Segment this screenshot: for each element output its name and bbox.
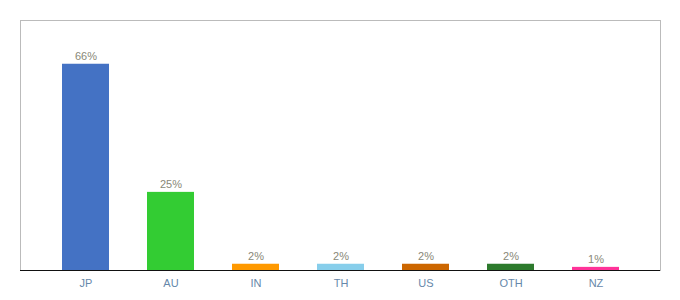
svg-text:JP: JP [80,277,93,289]
svg-text:2%: 2% [418,250,434,262]
svg-text:1%: 1% [588,253,604,265]
svg-text:2%: 2% [503,250,519,262]
svg-text:NZ: NZ [589,277,604,289]
svg-text:66%: 66% [75,50,97,62]
svg-text:US: US [418,277,433,289]
svg-text:25%: 25% [160,178,182,190]
svg-text:IN: IN [251,277,262,289]
svg-text:AU: AU [163,277,178,289]
svg-text:2%: 2% [333,250,349,262]
svg-text:OTH: OTH [499,277,522,289]
svg-text:2%: 2% [248,250,264,262]
svg-text:TH: TH [334,277,349,289]
